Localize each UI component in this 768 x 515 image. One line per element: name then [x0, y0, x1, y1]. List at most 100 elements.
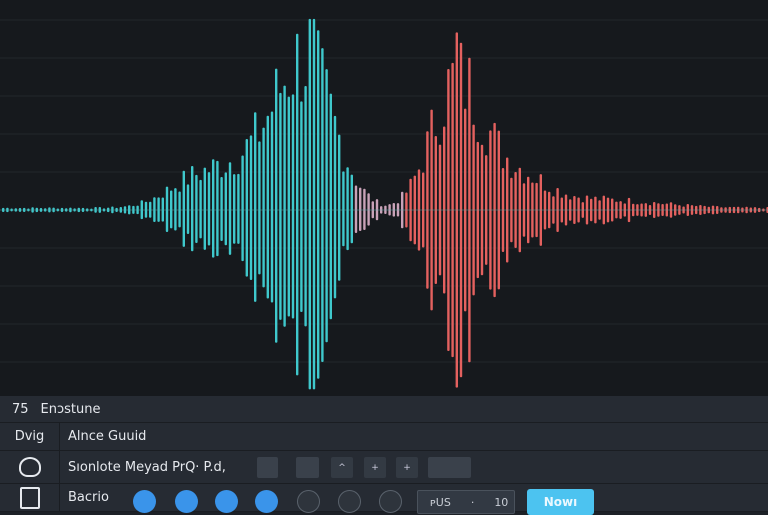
waveform-bar	[317, 30, 320, 379]
waveform-display[interactable]	[0, 0, 768, 396]
toggle-dot-off[interactable]	[379, 490, 402, 513]
waveform-bar	[636, 204, 639, 216]
waveform-bar	[632, 203, 635, 217]
waveform-bar	[707, 206, 710, 214]
option-button[interactable]	[296, 457, 319, 478]
waveform-bar	[170, 190, 173, 229]
row-label: Alnce Guuid	[68, 429, 147, 444]
toggle-dot-on[interactable]	[175, 490, 198, 513]
waveform-bar	[598, 200, 601, 220]
waveform-bar	[485, 155, 488, 265]
header-row: 75 Enɔstune	[0, 396, 768, 423]
waveform-bar	[527, 176, 530, 244]
waveform-bar	[506, 157, 509, 263]
waveform-bar	[69, 207, 72, 213]
row-guide: Dvig Alnce Guuid	[0, 423, 768, 451]
waveform-bar	[94, 207, 97, 213]
waveform-bar	[178, 191, 181, 228]
waveform-bar	[762, 208, 765, 212]
waveform-bar	[31, 207, 34, 213]
toggle-dot-on[interactable]	[215, 490, 238, 513]
waveform-bar	[199, 179, 202, 239]
waveform-bar	[182, 170, 185, 247]
waveform-bar	[56, 208, 59, 212]
waveform-bar	[233, 174, 236, 244]
bacrio-label: Bacrio	[68, 490, 109, 505]
circle-icon[interactable]	[0, 451, 60, 483]
waveform-bar	[531, 182, 534, 238]
waveform-bar	[111, 206, 114, 214]
waveform-bar	[417, 169, 421, 251]
waveform-bar	[52, 207, 55, 213]
toggle-dot-on[interactable]	[133, 490, 156, 513]
option-button[interactable]	[257, 457, 278, 478]
waveform-bar	[157, 197, 160, 222]
waveform-bar	[212, 159, 215, 258]
waveform-bar	[749, 207, 752, 213]
waveform-bar	[237, 173, 240, 244]
waveform-bar	[674, 204, 677, 216]
waveform-bar	[65, 208, 68, 212]
waveform-bar	[409, 178, 412, 242]
waveform-bar	[573, 195, 576, 225]
waveform-bar	[207, 172, 211, 246]
waveform-bar	[514, 172, 517, 248]
waveform-bar	[724, 207, 727, 213]
now-button[interactable]: Nowı	[527, 489, 594, 515]
waveform-bar	[132, 205, 135, 214]
waveform-bar	[73, 208, 76, 212]
waveform-bar	[308, 18, 311, 390]
waveform-bar	[115, 207, 118, 213]
waveform-bar	[497, 130, 500, 290]
waveform-bar	[128, 205, 131, 215]
waveform-bar	[375, 199, 379, 221]
up-button[interactable]: ^	[331, 457, 353, 478]
waveform-bar	[741, 207, 744, 213]
value-field[interactable]: ᴘUS · 10	[417, 490, 515, 514]
waveform-bar	[270, 111, 274, 303]
waveform-bar	[476, 141, 479, 279]
waveform-bar	[447, 68, 450, 352]
waveform-bar	[275, 68, 278, 343]
waveform-bar	[669, 202, 673, 218]
row-settings: Sıonlote Meyad PrQ· P.d, ^ + +	[0, 451, 768, 484]
waveform-bar	[665, 203, 668, 217]
waveform-bar	[44, 208, 47, 212]
waveform-bar	[560, 197, 563, 223]
waveform-bar	[283, 85, 286, 327]
waveform-bar	[644, 203, 647, 217]
waveform-bar	[338, 134, 341, 281]
waveform-bar	[678, 205, 681, 215]
waveform-bar	[2, 207, 5, 212]
waveform-bar	[611, 198, 614, 222]
waveform-bar	[191, 166, 194, 252]
waveform-bar	[501, 168, 505, 252]
row-bacrio: Bacrio ᴘUS · 10 Nowı	[0, 484, 768, 515]
waveform-bar	[153, 197, 156, 222]
waveform-bar	[606, 197, 610, 223]
waveform-bar	[203, 167, 206, 250]
waveform-bar	[522, 183, 526, 237]
add-button[interactable]: +	[364, 457, 386, 478]
waveform-bar	[14, 208, 17, 212]
waveform-bar	[136, 205, 139, 215]
toggle-dot-off[interactable]	[297, 490, 320, 513]
add-button[interactable]: +	[396, 457, 418, 478]
row-left-label: Dvig	[0, 423, 60, 450]
waveform-bar	[119, 207, 122, 213]
waveform-bar	[18, 207, 22, 212]
square-icon[interactable]	[0, 484, 60, 511]
waveform-bar	[258, 141, 261, 275]
waveform-bar	[657, 203, 660, 217]
waveform-bar	[102, 208, 106, 212]
waveform-bar	[619, 201, 622, 219]
waveform-bar	[556, 187, 559, 233]
waveform-bar	[174, 188, 177, 231]
toggle-dot-on[interactable]	[255, 490, 278, 513]
waveform-bar	[720, 207, 723, 213]
option-field[interactable]	[428, 457, 471, 478]
toggle-dot-off[interactable]	[338, 490, 361, 513]
settings-label: Sıonlote Meyad PrQ· P.d,	[68, 459, 226, 475]
waveform-bar	[434, 136, 437, 284]
waveform-bar	[325, 69, 328, 343]
